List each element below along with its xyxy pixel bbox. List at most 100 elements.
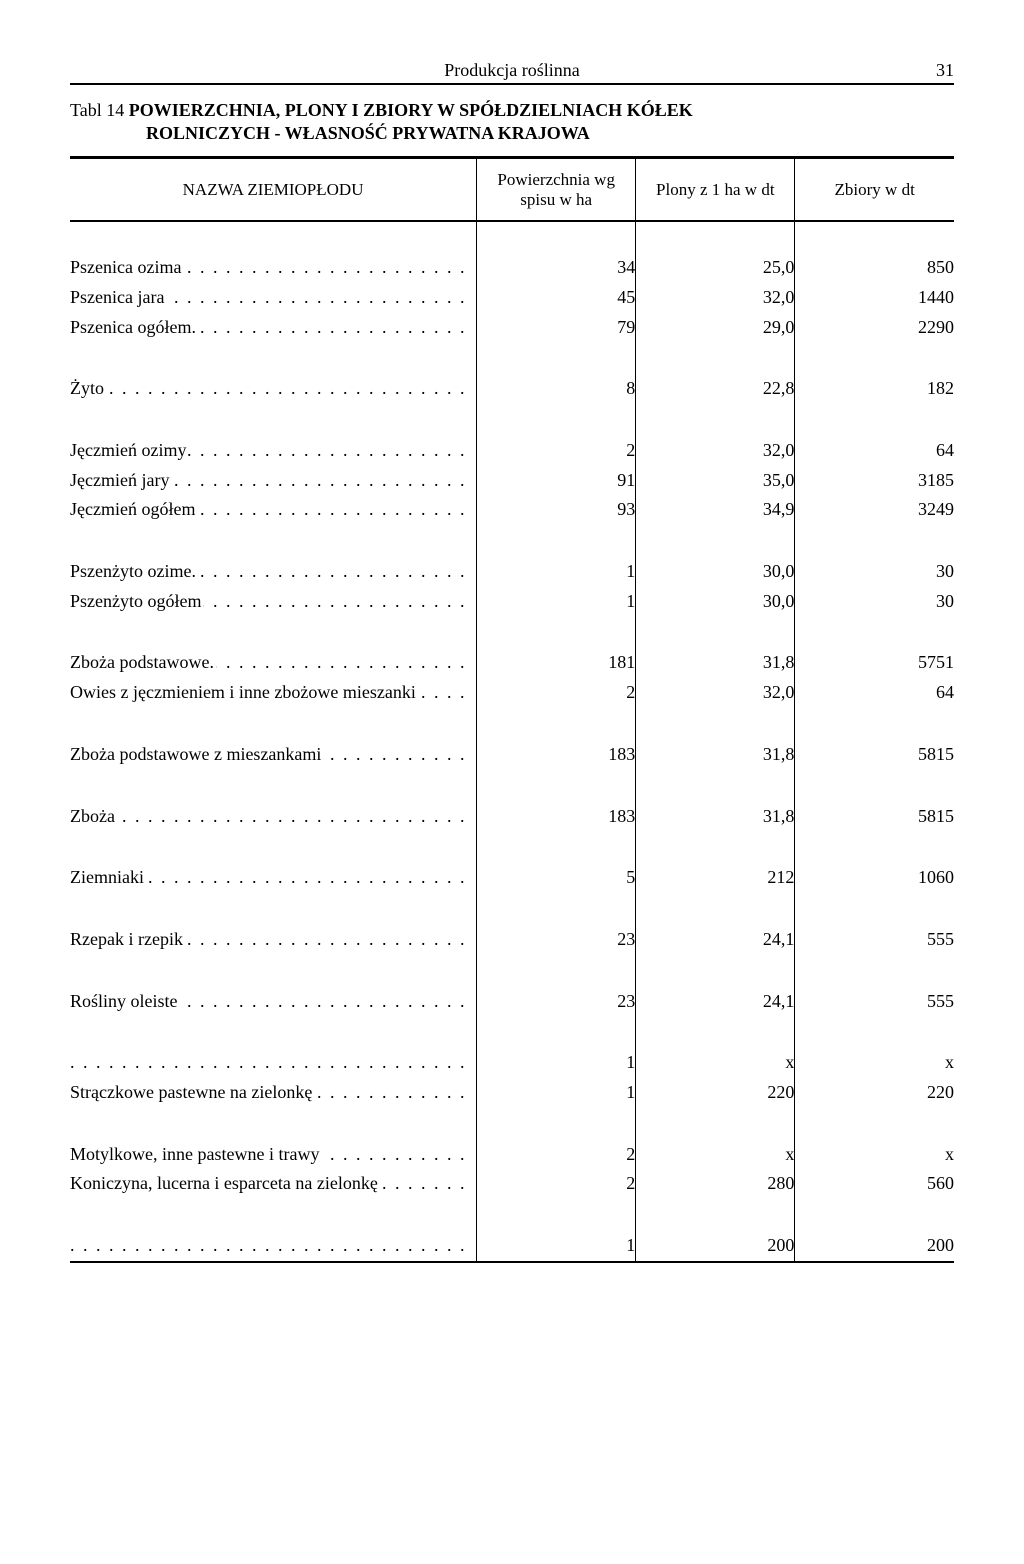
cell-area: 2 <box>477 1140 636 1170</box>
cell-area: 45 <box>477 283 636 313</box>
row-name-text: Motylkowe, inne pastewne i trawy <box>70 1144 321 1164</box>
cell-harvest: 5751 <box>795 648 954 678</box>
cell-yield: 30,0 <box>636 557 795 587</box>
cell-harvest: 1060 <box>795 863 954 893</box>
cell-area: 1 <box>477 1231 636 1262</box>
row-name-text: Zboża podstawowe z mieszankami <box>70 744 323 764</box>
table-row: . . . . . . . . . . . . . . . . . . . . … <box>70 466 954 496</box>
cell-yield: 280 <box>636 1169 795 1199</box>
row-name: . . . . . . . . . . . . . . . . . . . . … <box>70 587 477 617</box>
row-name: . . . . . . . . . . . . . . . . . . . . … <box>70 1231 477 1262</box>
cell-yield: 220 <box>636 1078 795 1108</box>
cell-harvest: 5815 <box>795 740 954 770</box>
cell-area: 23 <box>477 925 636 955</box>
row-name: . . . . . . . . . . . . . . . . . . . . … <box>70 466 477 496</box>
cell-yield: 32,0 <box>636 678 795 708</box>
cell-harvest: 560 <box>795 1169 954 1199</box>
cell-harvest: 30 <box>795 557 954 587</box>
row-name: . . . . . . . . . . . . . . . . . . . . … <box>70 1078 477 1108</box>
table-row: . . . . . . . . . . . . . . . . . . . . … <box>70 253 954 283</box>
table-row: . . . . . . . . . . . . . . . . . . . . … <box>70 802 954 832</box>
cell-harvest: 3185 <box>795 466 954 496</box>
cell-harvest: 5815 <box>795 802 954 832</box>
section-gap <box>70 893 954 925</box>
row-name: . . . . . . . . . . . . . . . . . . . . … <box>70 313 477 343</box>
table-row: . . . . . . . . . . . . . . . . . . . . … <box>70 283 954 313</box>
cell-area: 8 <box>477 374 636 404</box>
row-name-text: Pszenica ogółem. <box>70 317 198 337</box>
cell-area: 1 <box>477 587 636 617</box>
row-name: . . . . . . . . . . . . . . . . . . . . … <box>70 987 477 1017</box>
cell-yield: 24,1 <box>636 987 795 1017</box>
cell-yield: 25,0 <box>636 253 795 283</box>
row-name-text: Rzepak i rzepik <box>70 929 185 949</box>
cell-area: 93 <box>477 495 636 525</box>
cell-area: 5 <box>477 863 636 893</box>
cell-harvest: 1440 <box>795 283 954 313</box>
running-title: Produkcja roślinna <box>70 60 954 81</box>
row-name-text: Zboża podstawowe. <box>70 652 216 672</box>
table-row: . . . . . . . . . . . . . . . . . . . . … <box>70 1140 954 1170</box>
cell-yield: 32,0 <box>636 436 795 466</box>
cell-area: 183 <box>477 802 636 832</box>
row-name-text: Pszenżyto ogółem <box>70 591 203 611</box>
row-name-text <box>70 1052 72 1072</box>
cell-harvest: 64 <box>795 678 954 708</box>
row-name-text: Rośliny oleiste <box>70 991 180 1011</box>
row-name: . . . . . . . . . . . . . . . . . . . . … <box>70 678 477 708</box>
row-name: . . . . . . . . . . . . . . . . . . . . … <box>70 374 477 404</box>
section-gap <box>70 342 954 374</box>
page-number: 31 <box>936 60 954 81</box>
cell-area: 181 <box>477 648 636 678</box>
row-name: . . . . . . . . . . . . . . . . . . . . … <box>70 283 477 313</box>
table-row: . . . . . . . . . . . . . . . . . . . . … <box>70 436 954 466</box>
cell-yield: 31,8 <box>636 740 795 770</box>
table-row: . . . . . . . . . . . . . . . . . . . . … <box>70 1169 954 1199</box>
section-gap <box>70 831 954 863</box>
cell-harvest: 200 <box>795 1231 954 1262</box>
cell-harvest: 30 <box>795 587 954 617</box>
cell-yield: 24,1 <box>636 925 795 955</box>
row-name-text: Pszenica jara <box>70 287 166 307</box>
cell-area: 34 <box>477 253 636 283</box>
cell-area: 2 <box>477 1169 636 1199</box>
cell-area: 1 <box>477 1078 636 1108</box>
row-name: . . . . . . . . . . . . . . . . . . . . … <box>70 1140 477 1170</box>
running-header: Produkcja roślinna 31 <box>70 60 954 85</box>
col-header-area: Powierzchnia wg spisu w ha <box>477 157 636 221</box>
row-name-text: Owies z jęczmieniem i inne zbożowe miesz… <box>70 682 418 702</box>
cell-yield: x <box>636 1140 795 1170</box>
dot-leader: . . . . . . . . . . . . . . . . . . . . … <box>70 802 472 832</box>
cell-area: 23 <box>477 987 636 1017</box>
row-name-text: Pszenica ozima <box>70 257 183 277</box>
cell-area: 91 <box>477 466 636 496</box>
cell-harvest: 182 <box>795 374 954 404</box>
table-row: . . . . . . . . . . . . . . . . . . . . … <box>70 587 954 617</box>
section-gap <box>70 525 954 557</box>
cell-harvest: 2290 <box>795 313 954 343</box>
row-name: . . . . . . . . . . . . . . . . . . . . … <box>70 557 477 587</box>
table-row: . . . . . . . . . . . . . . . . . . . . … <box>70 678 954 708</box>
table-row: . . . . . . . . . . . . . . . . . . . . … <box>70 495 954 525</box>
cell-yield: 31,8 <box>636 802 795 832</box>
row-name-text: Jęczmień ogółem <box>70 499 197 519</box>
table-row: . . . . . . . . . . . . . . . . . . . . … <box>70 557 954 587</box>
section-gap <box>70 708 954 740</box>
dot-leader: . . . . . . . . . . . . . . . . . . . . … <box>70 374 472 404</box>
table-row: . . . . . . . . . . . . . . . . . . . . … <box>70 740 954 770</box>
row-name: . . . . . . . . . . . . . . . . . . . . … <box>70 1048 477 1078</box>
cell-area: 2 <box>477 678 636 708</box>
col-header-area-l1: Powierzchnia wg <box>477 170 635 190</box>
col-header-yield: Plony z 1 ha w dt <box>636 157 795 221</box>
row-name-text: Koniczyna, lucerna i esparceta na zielon… <box>70 1173 380 1193</box>
cell-area: 1 <box>477 557 636 587</box>
table-row: . . . . . . . . . . . . . . . . . . . . … <box>70 987 954 1017</box>
table-number: Tabl 14 <box>70 100 124 120</box>
row-name-text: Żyto <box>70 378 106 398</box>
row-name: . . . . . . . . . . . . . . . . . . . . … <box>70 740 477 770</box>
section-gap <box>70 955 954 987</box>
dot-leader: . . . . . . . . . . . . . . . . . . . . … <box>70 1048 472 1078</box>
data-table: NAZWA ZIEMIOPŁODU Powierzchnia wg spisu … <box>70 156 954 1263</box>
cell-yield: 30,0 <box>636 587 795 617</box>
section-gap <box>70 616 954 648</box>
